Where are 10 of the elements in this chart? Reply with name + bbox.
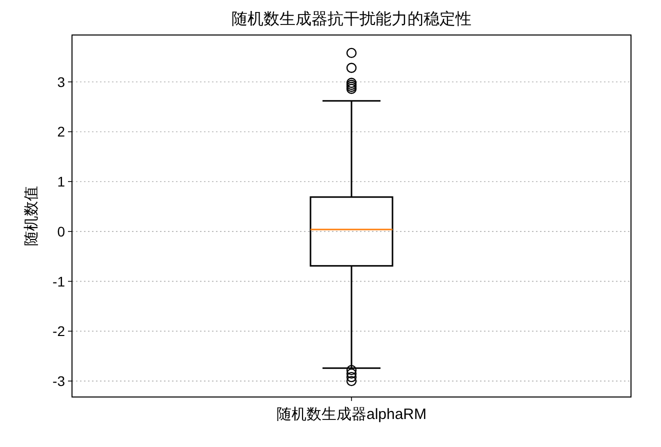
y-tick-label: 1 — [57, 174, 66, 190]
y-tick-label: -1 — [52, 273, 66, 290]
y-axis-title: 随机数值 — [23, 186, 40, 246]
x-tick-label: 随机数生成器alphaRM — [276, 406, 427, 423]
y-tick-label: 0 — [57, 223, 66, 240]
chart-title: 随机数生成器抗干扰能力的稳定性 — [232, 10, 472, 28]
y-tick-label: 3 — [57, 74, 66, 90]
y-tick-label: 2 — [57, 124, 66, 140]
y-tick-label: -3 — [52, 373, 66, 390]
y-tick-label: -2 — [52, 323, 66, 340]
